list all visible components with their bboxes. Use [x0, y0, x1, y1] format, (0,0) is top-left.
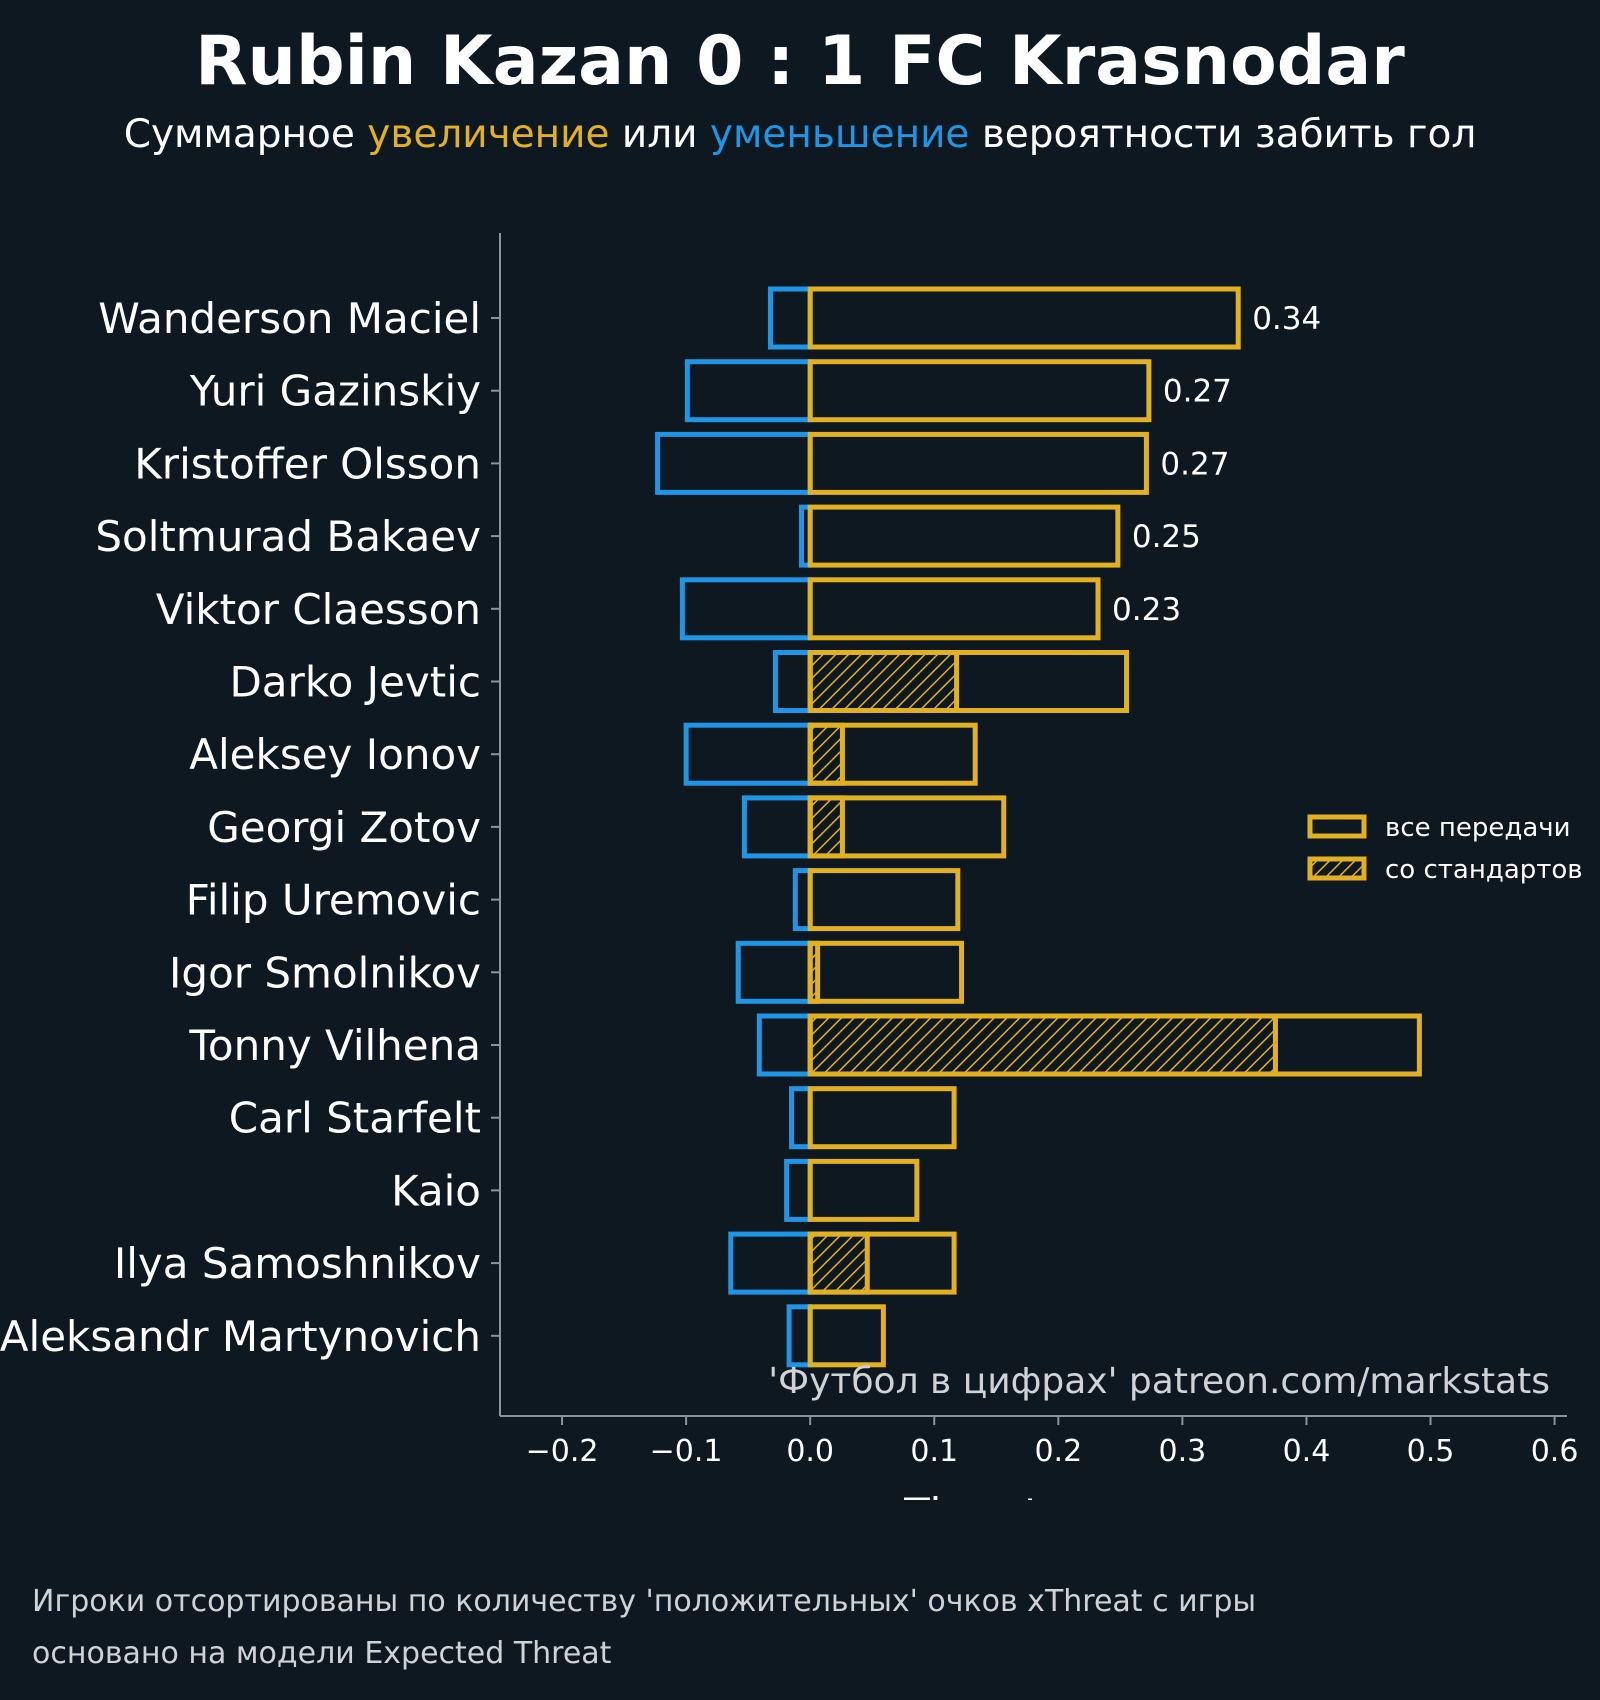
- footnote-sorting: Игроки отсортированы по количеству 'поло…: [32, 1584, 1257, 1619]
- data-label: 0.27: [1163, 374, 1232, 410]
- negative-bar: [655, 431, 813, 495]
- player-label: Tonny Vilhena: [188, 1021, 481, 1070]
- legend-swatch-set-pieces: [1307, 856, 1367, 881]
- data-label: 0.25: [1132, 519, 1201, 555]
- positive-bar: [807, 1158, 920, 1222]
- positive-bar: [807, 1304, 886, 1368]
- data-label: 0.23: [1112, 592, 1181, 628]
- x-axis-label: xThreat: [879, 1489, 1041, 1500]
- player-label: Kristoffer Olsson: [134, 439, 481, 488]
- data-label: 0.27: [1160, 446, 1229, 482]
- positive-bar: [807, 868, 961, 932]
- subtitle-part1: Суммарное: [123, 112, 368, 157]
- player-label: Georgi Zotov: [207, 803, 481, 852]
- x-tick-label: 0.4: [1283, 1434, 1331, 1469]
- negative-bar: [784, 1158, 813, 1222]
- positive-bar: [807, 940, 965, 1004]
- negative-bar: [756, 1013, 813, 1077]
- player-label: Aleksey Ionov: [189, 730, 481, 779]
- axes: −0.2 −0.1 0.0 0.1 0.2 0.3 0.4 0.5 0.6: [491, 233, 1578, 1469]
- negative-bar: [789, 1086, 813, 1150]
- xthreat-bar-chart: −0.2 −0.1 0.0 0.1 0.2 0.3 0.4 0.5 0.6 Wanderson …: [0, 233, 1583, 1500]
- positive-bar: [807, 650, 1130, 713]
- set-piece-bar: [807, 795, 845, 859]
- player-label: Yuri Gazinskiy: [189, 367, 481, 416]
- subtitle-part3: вероятности забить гол: [969, 112, 1477, 157]
- chart-subtitle: Суммарное увеличение или уменьшение веро…: [0, 112, 1600, 157]
- set-piece-bar: [807, 1231, 870, 1295]
- x-tick-label: −0.1: [650, 1434, 723, 1469]
- negative-bar: [772, 650, 813, 713]
- x-tick-label: 0.5: [1407, 1434, 1455, 1469]
- set-piece-bar: [807, 1013, 1278, 1077]
- positive-bar: [807, 431, 1149, 495]
- player-label: Wanderson Maciel: [98, 294, 481, 343]
- player-label: Soltmurad Bakaev: [95, 512, 481, 561]
- positive-bar: [807, 359, 1152, 423]
- player-label: Carl Starfelt: [229, 1094, 481, 1143]
- player-label: Filip Uremovic: [186, 876, 481, 925]
- negative-bar: [728, 1231, 813, 1295]
- positive-bar: [807, 504, 1121, 568]
- negative-bar: [767, 286, 813, 350]
- set-piece-bar: [807, 650, 960, 713]
- positive-bar: [807, 1231, 957, 1295]
- negative-bar: [683, 722, 813, 786]
- negative-bar: [735, 940, 813, 1004]
- legend-label-all-passes: все передачи: [1385, 813, 1571, 843]
- positive-bar: [807, 795, 1007, 859]
- positive-bar: [807, 577, 1101, 641]
- legend: все передачи со стандартов: [1307, 813, 1583, 885]
- chart-title: Rubin Kazan 0 : 1 FC Krasnodar: [195, 22, 1405, 101]
- x-tick-label: 0.0: [786, 1434, 834, 1469]
- player-label: Viktor Claesson: [156, 585, 481, 634]
- player-label: Kaio: [391, 1166, 481, 1215]
- negative-bar: [684, 359, 813, 423]
- positive-bar: [807, 1013, 1422, 1077]
- data-label: 0.34: [1252, 301, 1321, 337]
- negative-bar: [679, 577, 813, 641]
- set-piece-bar: [807, 722, 845, 786]
- subtitle-part2: или: [609, 112, 710, 157]
- x-tick-label: −0.2: [526, 1434, 599, 1469]
- legend-swatch-all-passes: [1307, 814, 1367, 839]
- positive-bar: [807, 722, 978, 786]
- footnote-model: основано на модели Expected Threat: [32, 1636, 612, 1671]
- subtitle-decrease: уменьшение: [709, 112, 970, 157]
- bars: [655, 286, 1422, 1368]
- x-tick-label: 0.1: [910, 1434, 958, 1469]
- player-label: Darko Jevtic: [229, 658, 481, 707]
- positive-bar: [807, 1086, 957, 1150]
- negative-bar: [786, 1304, 813, 1368]
- x-tick-label: 0.6: [1531, 1434, 1579, 1469]
- positive-bar: [807, 286, 1241, 350]
- player-label: Ilya Samoshnikov: [114, 1239, 481, 1288]
- x-tick-label: 0.2: [1034, 1434, 1082, 1469]
- player-label: Igor Smolnikov: [169, 948, 481, 997]
- x-tick-label: 0.3: [1159, 1434, 1207, 1469]
- negative-bar: [741, 795, 813, 859]
- labels: Wanderson Maciel 0.34 Yuri Gazinskiy 0.27 Kr…: [0, 294, 1321, 1361]
- legend-label-set-pieces: со стандартов: [1385, 855, 1583, 885]
- subtitle-increase: увеличение: [367, 112, 610, 157]
- watermark: 'Футбол в цифрах' patreon.com/markstats: [768, 1361, 1550, 1402]
- player-label: Aleksandr Martynovich: [0, 1312, 481, 1361]
